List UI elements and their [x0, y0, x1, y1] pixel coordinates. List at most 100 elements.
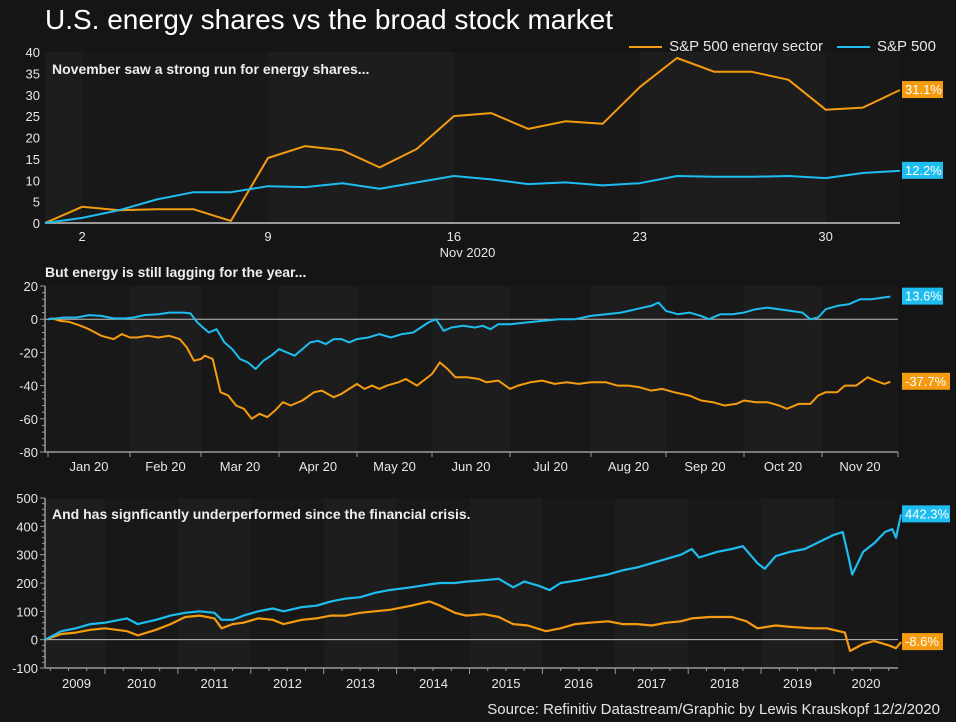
panel3-subtitle: And has signficantly underperformed sinc… [52, 506, 471, 522]
source-credit: Source: Refinitiv Datastream/Graphic by … [487, 701, 940, 718]
panel1-end-label-sp500-box [902, 161, 943, 179]
panel3-ytick-label: 500 [16, 491, 38, 506]
panel2-line-energy [47, 317, 891, 420]
panel1-ytick-label: 25 [26, 109, 40, 124]
panel1-ytick-label: 10 [26, 173, 40, 188]
panel3-xtick-label: 2014 [419, 676, 448, 691]
panel1-ytick-label: 40 [26, 45, 40, 60]
panel2-ytick-label: 0 [31, 312, 38, 327]
legend-item-sp500: S&P 500 [837, 38, 936, 55]
panel1-band [45, 52, 83, 223]
panel3-band [324, 498, 397, 668]
panel2-end-label-sp500-box [902, 287, 943, 305]
panel1-end-label-energy: 31.1% [905, 82, 942, 97]
panel3-xtick-label: 2012 [273, 676, 302, 691]
panel2-xtick-label: Apr 20 [299, 459, 337, 474]
panel1-xtick-label: 9 [264, 229, 271, 244]
panel3-band [251, 498, 324, 668]
panel1-ytick-label: 20 [26, 131, 40, 146]
panel1-ytick-label: 5 [33, 195, 40, 210]
panel2-band [279, 286, 357, 452]
panel2-band [357, 286, 432, 452]
panel2-ytick-label: 20 [24, 279, 38, 294]
panel1-band [82, 52, 269, 223]
panel2-xtick-label: Mar 20 [220, 459, 260, 474]
legend-label-energy: S&P 500 energy sector [669, 38, 824, 55]
chart-title: U.S. energy shares vs the broad stock ma… [45, 4, 614, 35]
panel2-xtick-label: Jan 20 [69, 459, 108, 474]
panel1-band [639, 52, 826, 223]
panel3-band [761, 498, 834, 668]
panel2-xtick-label: Jul 20 [533, 459, 568, 474]
panel1-xtick-label: 23 [633, 229, 647, 244]
panel2-band [744, 286, 822, 452]
panel3-ytick-label: 300 [16, 548, 38, 563]
panel1-end-label-energy-box [902, 81, 943, 99]
panel3-xtick-label: 2010 [127, 676, 156, 691]
panel2-xtick-label: Aug 20 [608, 459, 649, 474]
panel3-band [45, 498, 105, 668]
panel3-ytick-label: 400 [16, 519, 38, 534]
panel2-subtitle: But energy is still lagging for the year… [45, 264, 306, 280]
panel1-xtick-label: 30 [818, 229, 832, 244]
panel3-xtick-label: 2011 [201, 676, 229, 691]
panel1-line-sp500 [44, 169, 901, 224]
panel1-x-axis-label: Nov 2020 [440, 245, 496, 260]
legend-swatch-energy [629, 45, 663, 48]
panel3-xtick-label: 2013 [346, 676, 375, 691]
panel2-ytick-label: -40 [19, 379, 38, 394]
panel2-band [666, 286, 744, 452]
panel3-band [688, 498, 761, 668]
panel3-end-label-energy: -8.6% [905, 634, 939, 649]
panel3-band [542, 498, 615, 668]
panel3-xtick-label: 2009 [62, 676, 91, 691]
panel2-band [432, 286, 510, 452]
panel3-band [615, 498, 688, 668]
panel3-xtick-label: 2016 [564, 676, 593, 691]
panel1-band [453, 52, 640, 223]
panel3-band [178, 498, 251, 668]
panel1-end-label-sp500: 12.2% [905, 163, 942, 178]
panel1-subtitle: November saw a strong run for energy sha… [52, 61, 369, 77]
panel2-band [201, 286, 279, 452]
panel2-ytick-label: -80 [19, 445, 38, 460]
panel2-line-sp500 [47, 295, 891, 370]
panel1-ytick-label: 15 [26, 152, 40, 167]
panel3-ytick-label: 200 [16, 576, 38, 591]
panel3-band [105, 498, 178, 668]
panel1-xtick-label: 16 [447, 229, 461, 244]
panel3-end-label-sp500-box [902, 505, 950, 523]
panel3-xtick-label: 2017 [637, 676, 666, 691]
panel1-ytick-label: 30 [26, 88, 40, 103]
panel2-xtick-label: Feb 20 [145, 459, 185, 474]
legend-swatch-sp500 [837, 45, 871, 48]
panel3-end-label-energy-box [902, 633, 943, 651]
panel1-ytick-label: 0 [33, 216, 40, 231]
panel3-xtick-label: 2015 [492, 676, 521, 691]
panel1-band [825, 52, 900, 223]
panel3-ytick-label: 100 [16, 604, 38, 619]
panel3-line-energy [44, 600, 902, 653]
panel2-end-label-sp500: 13.6% [905, 289, 942, 304]
panel2-end-label-energy-box [902, 372, 950, 390]
legend-label-sp500: S&P 500 [877, 38, 936, 55]
panel3-ytick-label: -100 [12, 661, 38, 676]
panel2-band [822, 286, 898, 452]
panel2-band [45, 286, 130, 452]
legend: S&P 500 energy sector S&P 500 [629, 38, 936, 55]
panel2-xtick-label: May 20 [373, 459, 416, 474]
panel2-ytick-label: -60 [19, 412, 38, 427]
panel2-band [130, 286, 201, 452]
panel2-xtick-label: Sep 20 [684, 459, 725, 474]
panel3-xtick-label: 2018 [710, 676, 739, 691]
panel3-line-sp500 [44, 514, 903, 641]
panel2-end-label-energy: -37.7% [905, 374, 947, 389]
panel1-band [268, 52, 454, 223]
panel2-xtick-label: Oct 20 [764, 459, 802, 474]
panel1-line-energy [44, 57, 901, 224]
panel3-ytick-label: 0 [31, 633, 38, 648]
panel1-xtick-label: 2 [79, 229, 86, 244]
panel2-band [510, 286, 591, 452]
panel3-xtick-label: 2019 [783, 676, 812, 691]
